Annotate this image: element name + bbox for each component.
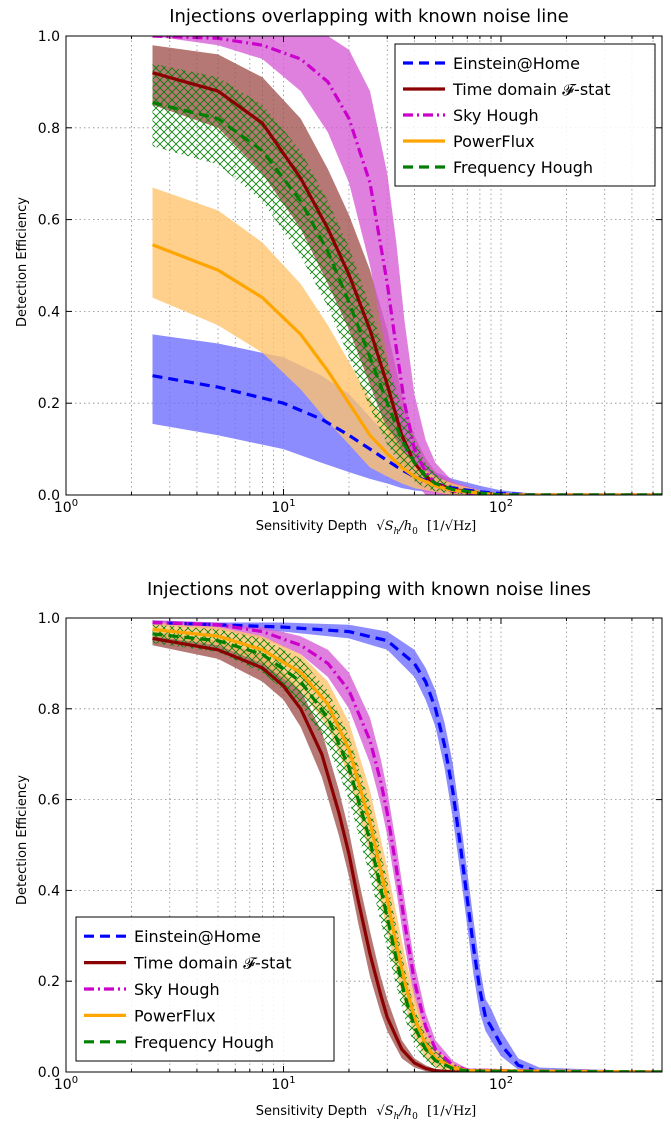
x-axis-label-math-h-sub: 0 xyxy=(412,1112,418,1122)
x-axis-label-math-s-sub: h xyxy=(394,527,400,537)
band-frequency-hough xyxy=(152,624,662,1072)
legend: Einstein@Home Time domain 𝓕-stat Sky Hough… xyxy=(394,43,656,187)
x-axis-label-math-h: /h xyxy=(397,519,412,534)
x-tick-label-base: 10 xyxy=(54,1077,72,1093)
x-axis-label-math-s: √S xyxy=(376,519,393,534)
x-tick-label-exponent: 2 xyxy=(507,1075,513,1086)
plot-frame xyxy=(65,617,663,1073)
x-tick-label-base: 10 xyxy=(489,500,507,516)
x-tick-label: 100 xyxy=(54,498,78,516)
x-axis-label-prefix: Sensitivity Depth xyxy=(256,519,367,534)
uncertainty-bands xyxy=(152,620,662,1072)
x-tick-label-exponent: 2 xyxy=(507,498,513,509)
series-line-frequency-hough xyxy=(152,632,662,1072)
chart-title: Injections overlapping with known noise … xyxy=(169,6,569,27)
x-axis-label: Sensitivity Depth √Sh/h0 [1/√Hz] xyxy=(256,519,476,538)
x-tick-label-exponent: 0 xyxy=(72,498,78,509)
x-axis-label-units: [1/√Hz] xyxy=(427,519,476,534)
legend: Einstein@Home Time domain 𝓕-stat Sky Hough… xyxy=(75,916,335,1062)
chart-bottom: Injections not overlapping with known no… xyxy=(15,579,663,1123)
y-axis-label: Detection Efficiency xyxy=(15,775,30,905)
x-tick-label: 101 xyxy=(271,1075,295,1093)
x-axis-label: Sensitivity Depth √Sh/h0 [1/√Hz] xyxy=(256,1104,476,1123)
series-line-einstein-home xyxy=(152,620,662,1072)
x-tick-label-base: 10 xyxy=(489,1077,507,1093)
x-tick-label-base: 10 xyxy=(271,1077,289,1093)
legend-label: Time domain 𝓕-stat xyxy=(133,954,292,973)
plot-frame xyxy=(65,35,663,496)
x-axis-label-math-s: √S xyxy=(376,1104,393,1119)
y-tick-label: 1.0 xyxy=(38,611,60,627)
x-axis-label-math-h-sub: 0 xyxy=(412,527,418,537)
legend-label: Frequency Hough xyxy=(134,1033,274,1052)
y-tick-label: 0.6 xyxy=(38,213,60,229)
series-line-einstein-home xyxy=(152,374,662,495)
series-line-frequency-hough xyxy=(152,101,662,495)
y-tick-label: 0.8 xyxy=(38,702,60,718)
legend-label: PowerFlux xyxy=(134,1006,216,1025)
y-tick-label: 1.0 xyxy=(38,29,60,45)
band-sky-hough xyxy=(152,36,662,495)
y-tick-label: 0.0 xyxy=(38,1065,60,1081)
x-tick-label: 100 xyxy=(54,1075,78,1093)
x-tick-label-base: 10 xyxy=(271,500,289,516)
band-einstein-home xyxy=(152,334,662,495)
legend-label: Sky Hough xyxy=(134,980,220,999)
legend-label: Sky Hough xyxy=(453,106,539,125)
x-tick-label: 102 xyxy=(489,498,513,516)
y-tick-label: 0.0 xyxy=(38,488,60,504)
series-lines xyxy=(151,36,662,495)
x-axis-label-math-h: /h xyxy=(397,1104,412,1119)
chart-top: Injections overlapping with known noise … xyxy=(15,6,663,538)
x-tick-label: 102 xyxy=(489,1075,513,1093)
x-tick-label-base: 10 xyxy=(54,500,72,516)
legend-label: Time domain 𝓕-stat xyxy=(452,80,611,99)
y-tick-label: 0.4 xyxy=(38,304,60,320)
band-powerflux xyxy=(152,187,662,495)
y-tick-label: 0.8 xyxy=(38,121,60,137)
x-tick-label-exponent: 0 xyxy=(72,1075,78,1086)
legend-label: PowerFlux xyxy=(453,132,535,151)
x-axis-label-prefix: Sensitivity Depth xyxy=(256,1104,367,1119)
x-axis-label-math-s-sub: h xyxy=(394,1112,400,1122)
y-tick-label: 0.6 xyxy=(38,793,60,809)
legend-label: Einstein@Home xyxy=(453,54,580,73)
legend-label: Frequency Hough xyxy=(453,158,593,177)
chart-title: Injections not overlapping with known no… xyxy=(147,579,591,600)
series-lines xyxy=(152,620,662,1072)
y-axis-label: Detection Efficiency xyxy=(15,197,30,327)
y-tick-label: 0.2 xyxy=(38,396,60,412)
x-tick-label-exponent: 1 xyxy=(289,1075,295,1086)
x-tick-label: 101 xyxy=(271,498,295,516)
series-line-powerflux xyxy=(152,627,662,1072)
y-tick-label: 0.2 xyxy=(38,974,60,990)
x-axis-label-units: [1/√Hz] xyxy=(427,1104,476,1119)
series-line-time-domain-stat xyxy=(152,636,662,1072)
y-tick-label: 0.4 xyxy=(38,883,60,899)
legend-label: Einstein@Home xyxy=(134,927,261,946)
x-tick-label-exponent: 1 xyxy=(289,498,295,509)
series-line-sky-hough xyxy=(152,620,662,1072)
